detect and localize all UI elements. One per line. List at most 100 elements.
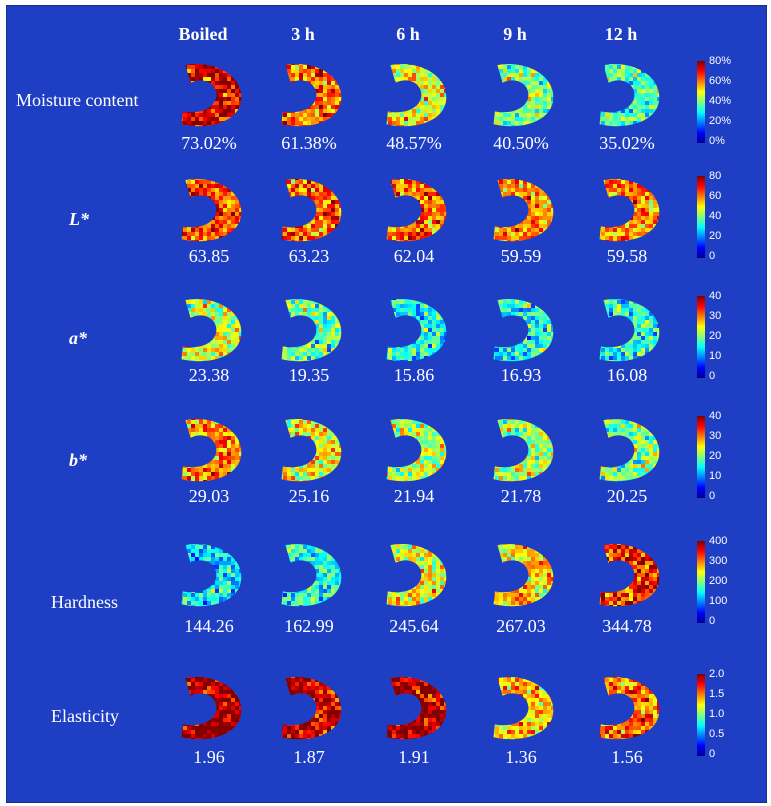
- value-r0-c1: 61.38%: [281, 133, 337, 153]
- sample-heatmap-r3-c0: [181, 419, 242, 482]
- sample-heatmap-r0-c4: [599, 64, 660, 127]
- colorbar-tick-r2-2: 20: [709, 330, 722, 342]
- colorbar-tick-r0-3: 20%: [709, 115, 732, 127]
- sample-heatmap-r1-c2: [386, 179, 447, 242]
- value-r5-c2: 1.91: [398, 747, 430, 767]
- colorbar-tick-r2-4: 0: [709, 370, 716, 382]
- value-r4-c2: 245.64: [389, 616, 439, 636]
- sample-heatmap-r4-c3: [493, 544, 554, 607]
- colorbar-tick-r0-1: 60%: [709, 75, 732, 87]
- value-r3-c1: 25.16: [288, 486, 330, 506]
- value-r3-c0: 29.03: [188, 486, 230, 506]
- sample-heatmap-r1-c4: [599, 179, 660, 242]
- sample-heatmap-r1-c0: [181, 179, 242, 242]
- colorbar-5: [697, 674, 705, 756]
- colorbar-tick-r3-3: 10: [709, 470, 722, 482]
- row-label-0: Moisture content: [16, 90, 139, 110]
- colorbar-tick-r1-2: 40: [709, 210, 722, 222]
- value-r4-c1: 162.99: [284, 616, 334, 636]
- figure-panel: Boiled 3 h 6 h 9 h 12 h Moisture content 73.0…: [6, 5, 767, 803]
- row-label-2: a*: [69, 328, 87, 348]
- sample-heatmap-r0-c1: [281, 64, 342, 127]
- row-label-4: Hardness: [51, 592, 118, 612]
- sample-heatmap-r3-c2: [386, 419, 447, 482]
- colorbar-tick-r5-1: 1.5: [709, 688, 725, 700]
- value-r0-c2: 48.57%: [386, 133, 442, 153]
- value-r1-c4: 59.58: [606, 246, 648, 266]
- column-header-2: 6 h: [396, 24, 420, 44]
- sample-heatmap-r3-c1: [281, 419, 342, 482]
- colorbar-tick-r4-3: 100: [709, 595, 728, 607]
- sample-heatmap-r2-c4: [599, 299, 660, 362]
- sample-heatmap-r2-c3: [493, 299, 554, 362]
- row-label-5: Elasticity: [51, 706, 119, 726]
- column-header-3: 9 h: [503, 24, 527, 44]
- colorbar-tick-r3-1: 30: [709, 430, 722, 442]
- sample-heatmap-r5-c0: [181, 677, 242, 740]
- colorbar-tick-r0-2: 40%: [709, 95, 732, 107]
- sample-heatmap-r3-c4: [599, 419, 660, 482]
- column-header-4: 12 h: [604, 24, 638, 44]
- colorbar-tick-r5-0: 2.0: [709, 668, 725, 680]
- colorbar-tick-r0-4: 0%: [709, 135, 725, 147]
- colorbar-tick-r5-2: 1.0: [709, 708, 725, 720]
- sample-heatmap-r4-c0: [181, 544, 242, 607]
- sample-heatmap-r1-c1: [281, 179, 342, 242]
- value-r4-c4: 344.78: [602, 616, 652, 636]
- value-r5-c0: 1.96: [193, 747, 225, 767]
- column-header-0: Boiled: [178, 24, 228, 44]
- colorbar-tick-r5-4: 0: [709, 748, 716, 760]
- value-r5-c4: 1.56: [611, 747, 643, 767]
- colorbar-1: [697, 176, 705, 258]
- value-r1-c0: 63.85: [188, 246, 230, 266]
- colorbar-tick-r2-0: 40: [709, 290, 722, 302]
- value-r2-c2: 15.86: [393, 365, 435, 385]
- value-r5-c3: 1.36: [505, 747, 537, 767]
- colorbar-tick-r2-3: 10: [709, 350, 722, 362]
- sample-heatmap-r2-c2: [386, 299, 447, 362]
- row-label-3: b*: [69, 450, 87, 470]
- colorbar-tick-r3-4: 0: [709, 490, 716, 502]
- colorbar-tick-r3-2: 20: [709, 450, 722, 462]
- sample-heatmap-r2-c1: [281, 299, 342, 362]
- value-r2-c4: 16.08: [606, 365, 648, 385]
- colorbar-tick-r2-1: 30: [709, 310, 722, 322]
- value-r3-c4: 20.25: [606, 486, 648, 506]
- sample-heatmap-r4-c2: [386, 544, 447, 607]
- value-r4-c3: 267.03: [496, 616, 546, 636]
- value-r2-c0: 23.38: [188, 365, 230, 385]
- value-r4-c0: 144.26: [184, 616, 234, 636]
- colorbar-tick-r4-2: 200: [709, 575, 728, 587]
- sample-heatmap-r5-c2: [386, 677, 447, 740]
- value-r0-c4: 35.02%: [599, 133, 655, 153]
- value-r3-c3: 21.78: [500, 486, 542, 506]
- value-r0-c0: 73.02%: [181, 133, 237, 153]
- value-r2-c1: 19.35: [288, 365, 330, 385]
- colorbar-tick-r1-1: 60: [709, 190, 722, 202]
- sample-heatmap-r2-c0: [181, 299, 242, 362]
- value-r0-c3: 40.50%: [493, 133, 549, 153]
- colorbar-0: [697, 61, 705, 143]
- colorbar-tick-r4-1: 300: [709, 555, 728, 567]
- value-r3-c2: 21.94: [393, 486, 435, 506]
- value-r1-c3: 59.59: [500, 246, 542, 266]
- sample-heatmap-r5-c4: [599, 677, 660, 740]
- sample-heatmap-r0-c0: [181, 64, 242, 127]
- value-r1-c1: 63.23: [288, 246, 330, 266]
- colorbar-tick-r5-3: 0.5: [709, 728, 725, 740]
- value-r2-c3: 16.93: [500, 365, 542, 385]
- colorbar-tick-r3-0: 40: [709, 410, 722, 422]
- sample-heatmap-r0-c2: [386, 64, 447, 127]
- sample-heatmap-r0-c3: [493, 64, 554, 127]
- sample-heatmap-r4-c4: [599, 544, 660, 607]
- colorbar-4: [697, 541, 705, 623]
- colorbar-tick-r4-0: 400: [709, 535, 728, 547]
- colorbar-3: [697, 416, 705, 498]
- value-r1-c2: 62.04: [393, 246, 435, 266]
- colorbar-tick-r1-0: 80: [709, 170, 722, 182]
- sample-heatmap-r3-c3: [493, 419, 554, 482]
- row-label-1: L*: [69, 209, 89, 229]
- column-header-1: 3 h: [291, 24, 315, 44]
- colorbar-tick-r4-4: 0: [709, 615, 716, 627]
- value-r5-c1: 1.87: [293, 747, 325, 767]
